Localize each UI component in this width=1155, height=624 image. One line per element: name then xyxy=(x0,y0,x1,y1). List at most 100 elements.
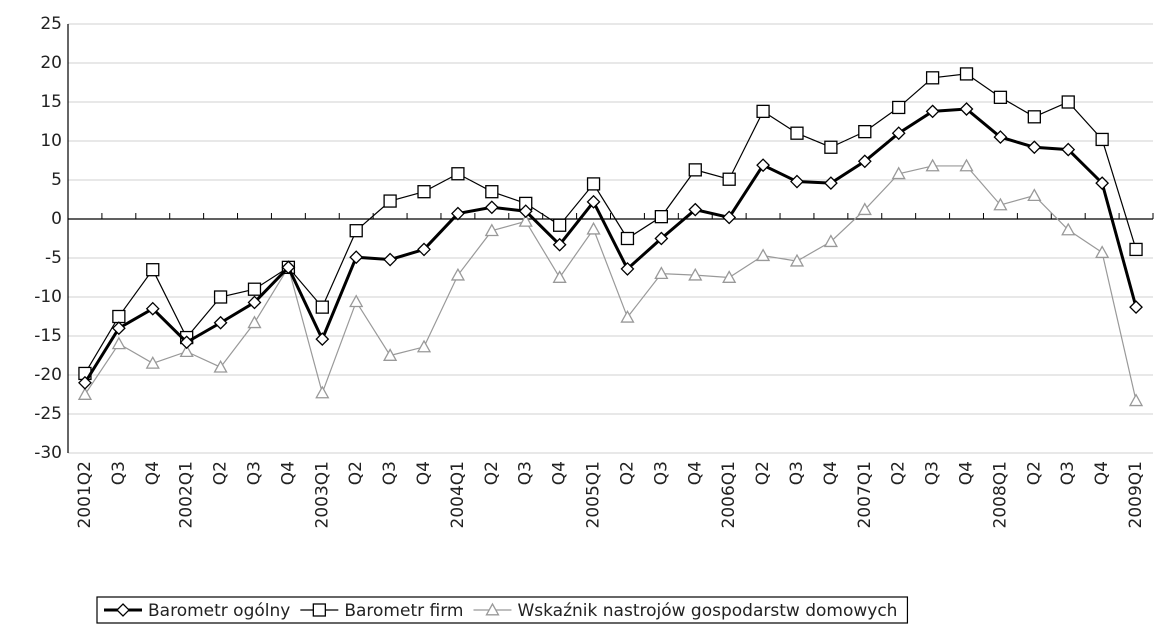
marker xyxy=(383,348,398,361)
marker xyxy=(485,602,500,616)
marker xyxy=(586,177,601,191)
x-tick-label: Q3 xyxy=(923,461,943,485)
marker xyxy=(247,295,262,310)
y-tick-label: -30 xyxy=(34,443,62,463)
x-tick-label: Q4 xyxy=(550,461,570,485)
legend-label: Wskaźnik nastrojów gospodarstw domowych xyxy=(517,601,897,621)
marker xyxy=(312,603,326,617)
y-tick-label: 0 xyxy=(51,209,62,229)
marker xyxy=(857,202,872,216)
marker xyxy=(349,224,363,238)
marker xyxy=(755,248,771,262)
x-tick-label: Q2 xyxy=(1024,461,1044,485)
marker xyxy=(993,130,1008,145)
x-tick-label: Q4 xyxy=(414,461,434,485)
marker xyxy=(349,250,364,265)
x-tick-label: Q3 xyxy=(651,461,671,485)
marker xyxy=(857,154,872,169)
x-tick-label: 2007Q1 xyxy=(855,461,875,528)
marker xyxy=(179,335,194,350)
marker xyxy=(586,194,601,209)
marker xyxy=(823,234,838,248)
marker xyxy=(77,387,93,400)
x-tick-label: 2005Q1 xyxy=(584,461,604,528)
marker xyxy=(179,344,194,358)
marker xyxy=(213,315,228,330)
marker xyxy=(1095,245,1110,258)
legend-label: Barometr ogólny xyxy=(148,601,290,621)
marker xyxy=(383,194,397,208)
marker xyxy=(654,266,669,280)
marker xyxy=(790,126,804,140)
marker xyxy=(925,71,940,85)
marker xyxy=(315,385,330,399)
marker xyxy=(116,603,130,617)
y-tick-label: -5 xyxy=(45,248,62,268)
x-tick-label: Q4 xyxy=(278,461,298,485)
series-line xyxy=(84,165,1137,401)
marker xyxy=(620,262,635,276)
x-tick-label: Q4 xyxy=(821,461,841,485)
y-tick-label: -10 xyxy=(34,287,62,307)
x-tick-label: Q2 xyxy=(211,461,231,485)
marker xyxy=(383,252,398,267)
marker xyxy=(925,158,940,172)
marker xyxy=(959,67,974,81)
marker xyxy=(688,163,702,177)
marker xyxy=(552,237,567,252)
x-tick-label: Q4 xyxy=(685,461,705,485)
marker xyxy=(111,321,126,336)
marker xyxy=(722,172,736,186)
legend: Barometr ogólny Barometr firm Wskaźnik nas… xyxy=(96,596,909,624)
y-tick-label: 5 xyxy=(51,170,62,190)
marker xyxy=(925,104,940,119)
marker xyxy=(1027,110,1041,124)
marker xyxy=(484,200,499,215)
marker xyxy=(756,104,770,119)
marker xyxy=(654,231,669,246)
x-tick-label: Q3 xyxy=(244,461,264,485)
y-tick-label: -20 xyxy=(34,365,62,385)
x-tick-label: 2004Q1 xyxy=(448,461,468,528)
marker xyxy=(146,263,160,277)
marker xyxy=(688,202,703,217)
x-tick-label: Q3 xyxy=(109,461,129,485)
y-tick-label: 15 xyxy=(40,92,62,112)
marker xyxy=(315,300,329,314)
marker xyxy=(518,214,533,227)
marker xyxy=(552,270,567,283)
marker xyxy=(417,185,431,199)
marker xyxy=(654,210,669,224)
marker xyxy=(1128,393,1144,407)
marker xyxy=(959,102,974,116)
marker xyxy=(1027,188,1042,202)
marker xyxy=(756,158,770,173)
marker xyxy=(823,176,838,191)
marker xyxy=(586,221,601,235)
marker xyxy=(824,140,838,154)
marker xyxy=(1095,132,1109,147)
series-line xyxy=(83,107,1138,384)
x-tick-label: 2002Q1 xyxy=(177,461,197,528)
marker xyxy=(78,375,92,390)
marker xyxy=(145,355,160,369)
marker xyxy=(112,309,126,324)
marker xyxy=(484,223,499,237)
marker xyxy=(1061,142,1076,157)
marker xyxy=(1061,222,1076,236)
marker xyxy=(416,339,432,353)
x-tick-label: Q2 xyxy=(346,461,366,485)
marker xyxy=(1061,95,1075,109)
x-tick-label: Q4 xyxy=(1092,461,1112,485)
marker xyxy=(349,294,364,308)
marker xyxy=(620,231,635,246)
marker xyxy=(281,260,296,275)
marker xyxy=(620,309,635,323)
marker xyxy=(417,242,431,257)
marker xyxy=(1027,140,1042,155)
x-tick-label: 2003Q1 xyxy=(312,461,332,528)
marker xyxy=(247,282,262,296)
marker xyxy=(451,167,465,181)
marker xyxy=(1129,300,1143,315)
marker xyxy=(213,290,228,304)
